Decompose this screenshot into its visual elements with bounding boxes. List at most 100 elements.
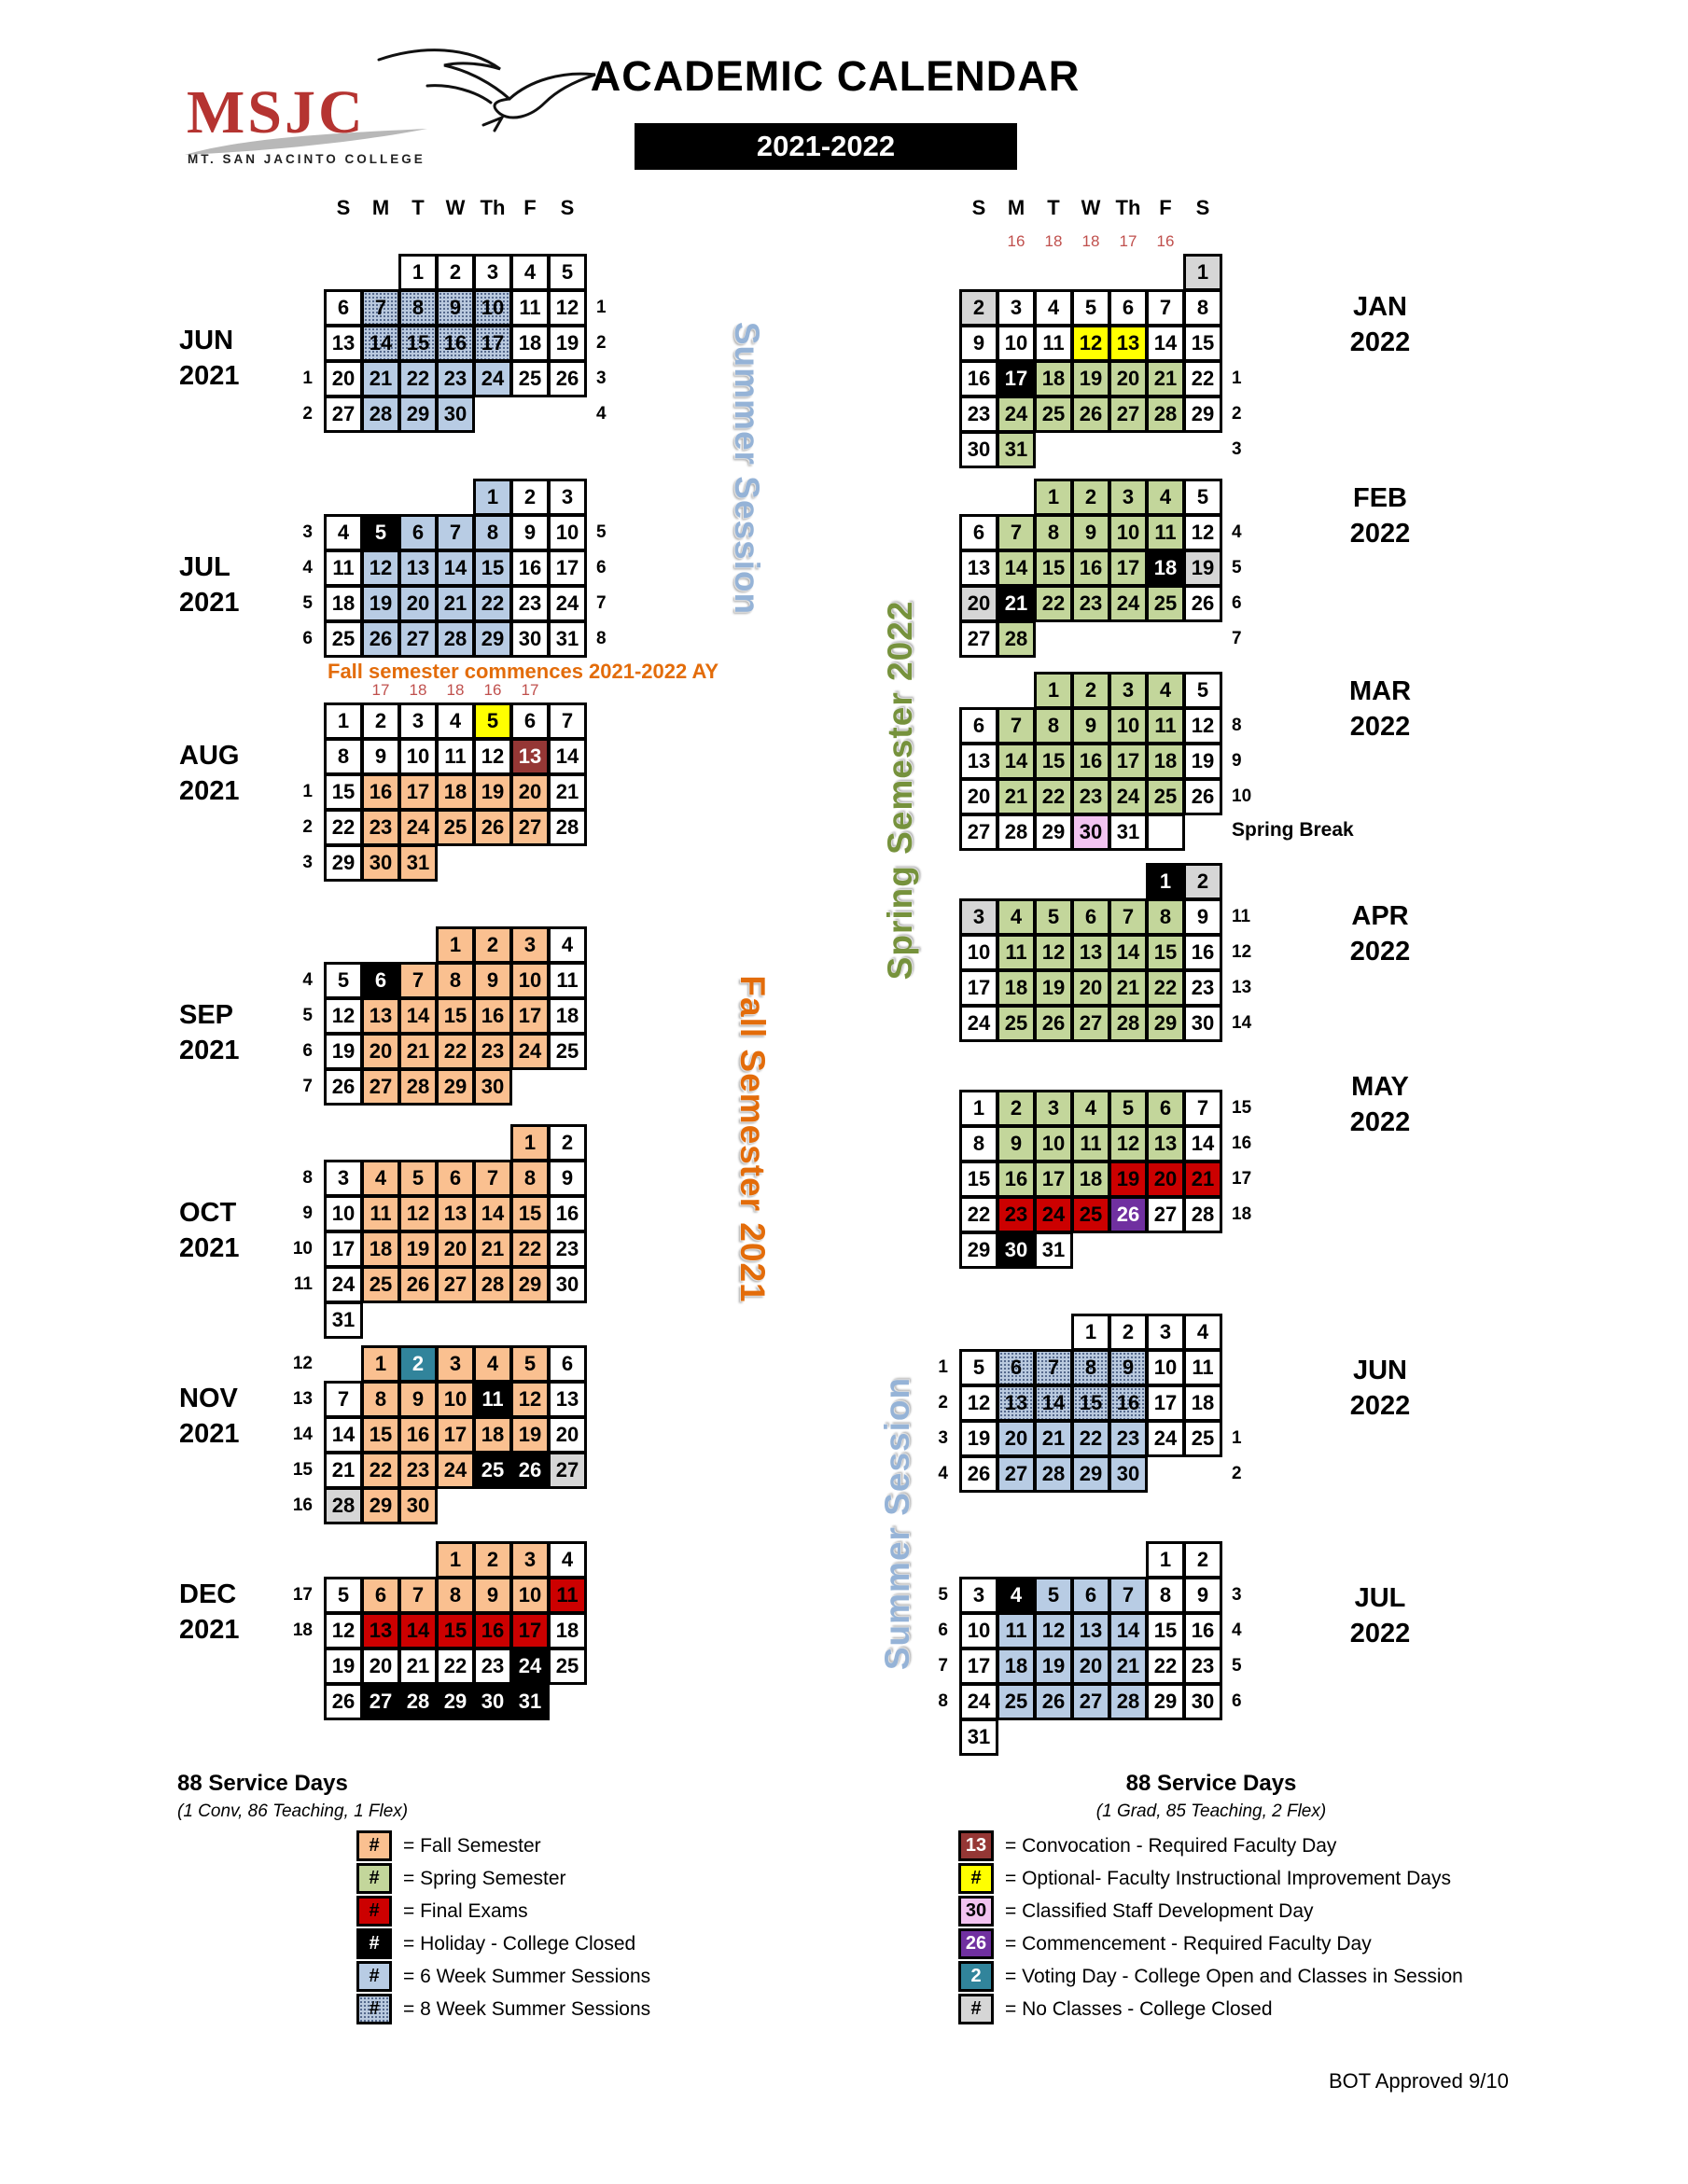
- day-cell: 18: [1034, 360, 1073, 397]
- day-cell: 20: [361, 1033, 400, 1070]
- day-cell: 7: [1146, 289, 1185, 327]
- day-cell: 15: [1183, 325, 1222, 362]
- day-cell: 9: [436, 289, 475, 327]
- day-cell: 16: [473, 997, 512, 1035]
- day-cell: 30: [548, 1266, 587, 1303]
- week-number-right: 2: [596, 333, 607, 353]
- week-number-right: 6: [1232, 593, 1242, 613]
- legend-label-s: = Spring Semester: [403, 1868, 566, 1889]
- day-cell: 9: [959, 325, 998, 362]
- day-cell: 17: [959, 1648, 998, 1685]
- day-cell: 14: [997, 743, 1036, 780]
- day-cell: 27: [398, 620, 438, 658]
- day-cell: 28: [1183, 1196, 1222, 1233]
- right-day-header-s: S: [971, 196, 986, 219]
- day-cell: 19: [1034, 1648, 1073, 1685]
- day-cell: 12: [1183, 514, 1222, 551]
- day-cell: 29: [1071, 1455, 1110, 1493]
- legend-label-h: = Holiday - College Closed: [403, 1933, 636, 1954]
- day-cell: 4: [548, 926, 587, 964]
- day-cell: 6: [997, 1349, 1036, 1386]
- week-number-left: 12: [292, 1354, 313, 1373]
- week-number-left: 7: [302, 1077, 313, 1096]
- day-cell: 21: [1109, 1648, 1148, 1685]
- week-number-right: 10: [1232, 786, 1252, 806]
- day-cell: 5: [473, 702, 512, 740]
- day-cell: 26: [510, 1452, 550, 1489]
- day-cell: 3: [436, 1345, 475, 1383]
- day-cell: 10: [997, 325, 1036, 362]
- right-day-header-s: S: [1195, 196, 1210, 219]
- day-cell: 9: [361, 738, 400, 775]
- day-cell: 13: [361, 997, 400, 1035]
- day-cell: 16: [548, 1195, 587, 1232]
- day-cell: 31: [1034, 1231, 1073, 1269]
- day-cell: 10: [548, 514, 587, 551]
- week-number-right: 9: [1232, 751, 1242, 771]
- day-cell: 7: [473, 1160, 512, 1197]
- day-cell: 13: [997, 1384, 1036, 1422]
- day-cell: 9: [473, 962, 512, 999]
- week-number-right: 1: [1232, 369, 1242, 388]
- day-cell: 24: [959, 1005, 998, 1042]
- day-cell: 28: [436, 620, 475, 658]
- day-cell: 29: [361, 1487, 400, 1524]
- day-cell: 7: [1109, 1577, 1148, 1614]
- day-cell: 26: [473, 809, 512, 846]
- day-cell: 20: [548, 1416, 587, 1454]
- day-cell: 3: [473, 254, 512, 291]
- legend-title-right: 88 Service Days: [1125, 1771, 1297, 1796]
- day-cell: 29: [324, 844, 363, 882]
- left-day-header-s: S: [336, 196, 351, 219]
- day-cell: 15: [436, 1612, 475, 1649]
- month-label-jul-2022: JUL 2022: [1349, 1583, 1411, 1648]
- day-cell: 26: [1109, 1196, 1148, 1233]
- legend-label-g: = No Classes - College Closed: [1005, 1998, 1273, 2020]
- day-cell: 22: [436, 1648, 475, 1685]
- day-cell: 13: [1071, 934, 1110, 971]
- day-cell: [1146, 814, 1185, 851]
- legend-title-left: 88 Service Days: [177, 1771, 348, 1796]
- day-cell: 1: [436, 926, 475, 964]
- day-cell: 5: [1183, 479, 1222, 516]
- day-cell: 3: [510, 926, 550, 964]
- day-cell: 3: [398, 702, 438, 740]
- day-cell: 22: [473, 585, 512, 622]
- day-cell: 31: [324, 1301, 363, 1339]
- day-cell: 30: [1183, 1005, 1222, 1042]
- day-cell: 16: [1071, 743, 1110, 780]
- day-cell: 1: [324, 702, 363, 740]
- day-cell: 17: [548, 549, 587, 587]
- week-total-number: 18: [1081, 232, 1100, 250]
- day-cell: 2: [1109, 1314, 1148, 1351]
- day-cell: 18: [997, 1648, 1036, 1685]
- day-cell: 21: [398, 1648, 438, 1685]
- day-cell: 6: [361, 1577, 400, 1614]
- day-cell: 17: [1034, 1161, 1073, 1198]
- day-cell: 21: [361, 360, 400, 397]
- day-cell: 4: [361, 1160, 400, 1197]
- day-cell: 30: [1109, 1455, 1148, 1493]
- day-cell: 22: [1146, 1648, 1185, 1685]
- week-number-right: 12: [1232, 942, 1252, 962]
- day-cell: 23: [361, 809, 400, 846]
- day-cell: 2: [1183, 863, 1222, 900]
- week-number-right: 14: [1232, 1013, 1252, 1033]
- day-cell: 21: [1183, 1161, 1222, 1198]
- day-cell: 4: [1183, 1314, 1222, 1351]
- day-cell: 1: [1183, 254, 1222, 291]
- day-cell: 5: [1071, 289, 1110, 327]
- day-cell: 1: [959, 1090, 998, 1127]
- day-cell: 24: [959, 1683, 998, 1720]
- day-cell: 17: [398, 773, 438, 811]
- left-day-header-t: T: [412, 196, 425, 219]
- left-day-header-w: W: [445, 196, 466, 219]
- day-cell: 22: [398, 360, 438, 397]
- day-cell: 12: [361, 549, 400, 587]
- day-cell: 13: [959, 743, 998, 780]
- day-cell: 24: [1146, 1420, 1185, 1457]
- day-cell: 16: [398, 1416, 438, 1454]
- day-cell: 10: [398, 738, 438, 775]
- day-cell: 22: [1146, 969, 1185, 1007]
- day-cell: 13: [1146, 1125, 1185, 1162]
